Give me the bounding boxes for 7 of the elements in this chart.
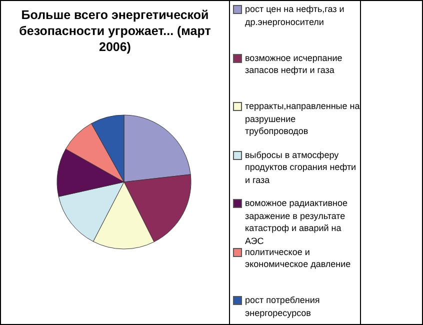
legend-label: политическое и экономическое давление xyxy=(245,246,352,270)
text: Больше всего энергетической безопасности угрожает... (март 2006) xyxy=(18,7,212,55)
legend-label: выбросы в атмосферу продуктов сгорания нефти и газа xyxy=(245,148,358,186)
legend-label: терракты,направленные на разрушение трубопроводов xyxy=(245,100,361,138)
legend-label: возможное исчерпание запасов нефти и газа xyxy=(245,52,344,76)
legend-label: рост цен на нефть,газ и др.энергоносители xyxy=(245,3,346,28)
legend-label: рост потребления энергоресурсов xyxy=(245,294,321,319)
